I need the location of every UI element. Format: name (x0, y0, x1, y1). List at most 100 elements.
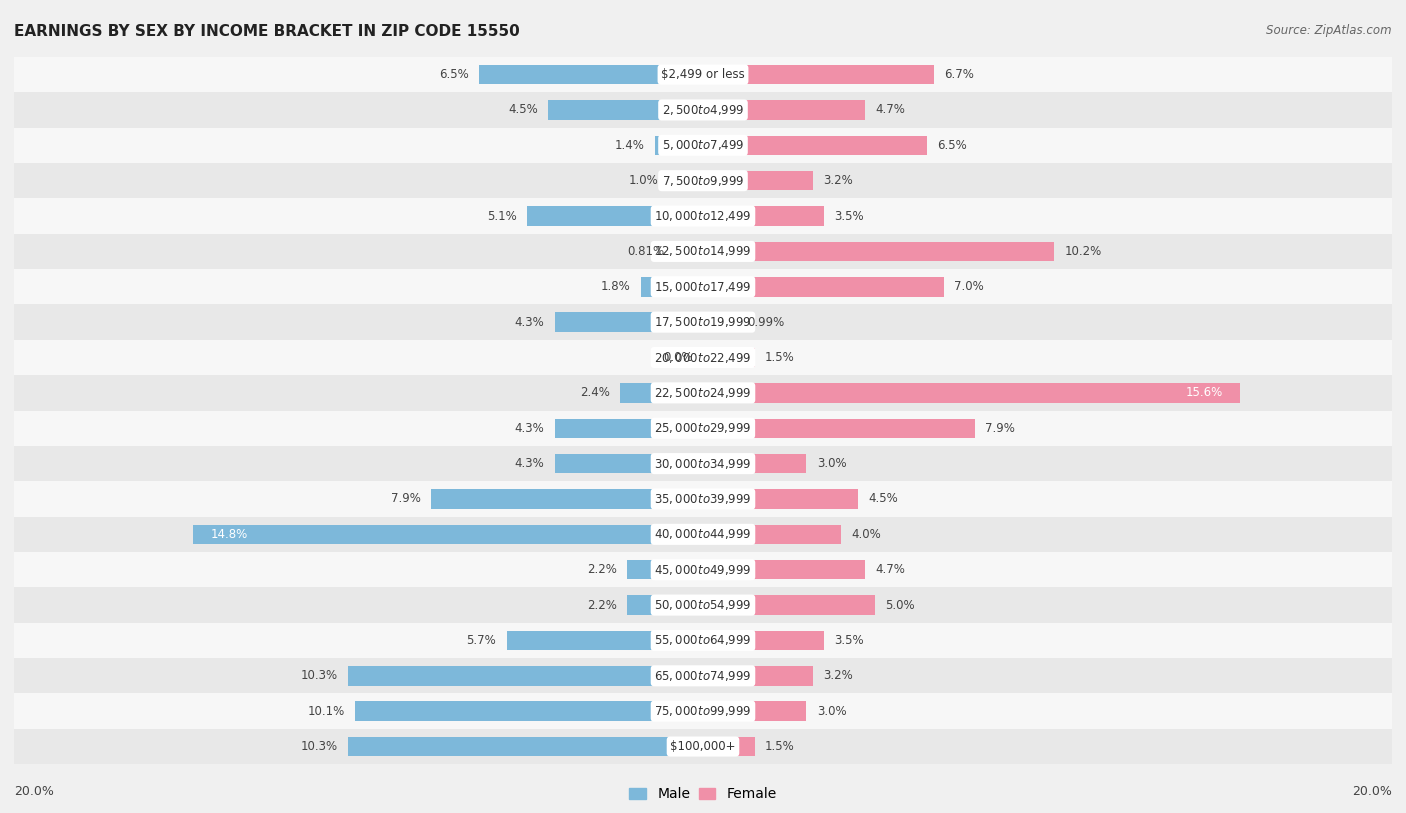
Bar (14, 481, 1392, 517)
Text: Source: ZipAtlas.com: Source: ZipAtlas.com (1267, 24, 1392, 37)
Bar (703, 666, 813, 685)
Bar (14, 375, 1392, 411)
Text: 3.2%: 3.2% (824, 669, 853, 682)
Text: 0.0%: 0.0% (664, 351, 693, 364)
Bar (479, 65, 703, 85)
Text: 4.5%: 4.5% (869, 493, 898, 506)
Text: 6.5%: 6.5% (439, 68, 468, 81)
Text: 10.3%: 10.3% (301, 740, 337, 753)
Bar (14, 659, 1392, 693)
Bar (14, 411, 1392, 446)
Text: $75,000 to $99,999: $75,000 to $99,999 (654, 704, 752, 718)
Text: 6.7%: 6.7% (945, 68, 974, 81)
Bar (620, 383, 703, 402)
Bar (627, 560, 703, 580)
Text: 2.4%: 2.4% (581, 386, 610, 399)
Text: $30,000 to $34,999: $30,000 to $34,999 (654, 457, 752, 471)
Text: 1.5%: 1.5% (765, 740, 794, 753)
Bar (669, 171, 703, 190)
Text: 10.3%: 10.3% (301, 669, 337, 682)
Bar (703, 631, 824, 650)
Bar (703, 524, 841, 544)
Text: $65,000 to $74,999: $65,000 to $74,999 (654, 669, 752, 683)
Bar (703, 489, 858, 509)
Bar (14, 729, 1392, 764)
Text: 3.0%: 3.0% (817, 705, 846, 718)
Bar (703, 65, 934, 85)
Legend: Male, Female: Male, Female (624, 781, 782, 806)
Bar (349, 666, 703, 685)
Text: $2,499 or less: $2,499 or less (661, 68, 745, 81)
Bar (14, 446, 1392, 481)
Text: $15,000 to $17,499: $15,000 to $17,499 (654, 280, 752, 293)
Bar (14, 552, 1392, 587)
Text: 10.2%: 10.2% (1064, 245, 1102, 258)
Text: 4.7%: 4.7% (875, 563, 905, 576)
Text: 4.7%: 4.7% (875, 103, 905, 116)
Text: $50,000 to $54,999: $50,000 to $54,999 (654, 598, 752, 612)
Text: 4.3%: 4.3% (515, 457, 544, 470)
Text: 5.0%: 5.0% (886, 598, 915, 611)
Text: 2.2%: 2.2% (588, 563, 617, 576)
Bar (703, 383, 1240, 402)
Text: $12,500 to $14,999: $12,500 to $14,999 (654, 245, 752, 259)
Bar (555, 312, 703, 332)
Text: 2.2%: 2.2% (588, 598, 617, 611)
Bar (356, 702, 703, 721)
Text: 14.8%: 14.8% (211, 528, 247, 541)
Text: 15.6%: 15.6% (1185, 386, 1223, 399)
Bar (703, 560, 865, 580)
Text: 3.5%: 3.5% (834, 634, 863, 647)
Text: $17,500 to $19,999: $17,500 to $19,999 (654, 315, 752, 329)
Text: $5,000 to $7,499: $5,000 to $7,499 (662, 138, 744, 152)
Text: 5.1%: 5.1% (488, 210, 517, 223)
Text: $25,000 to $29,999: $25,000 to $29,999 (654, 421, 752, 435)
Text: 7.9%: 7.9% (986, 422, 1015, 435)
Text: $22,500 to $24,999: $22,500 to $24,999 (654, 386, 752, 400)
Bar (14, 623, 1392, 658)
Text: EARNINGS BY SEX BY INCOME BRACKET IN ZIP CODE 15550: EARNINGS BY SEX BY INCOME BRACKET IN ZIP… (14, 24, 520, 39)
Text: 5.7%: 5.7% (467, 634, 496, 647)
Bar (703, 277, 945, 297)
Text: $20,000 to $22,499: $20,000 to $22,499 (654, 350, 752, 364)
Text: 4.5%: 4.5% (508, 103, 537, 116)
Bar (703, 312, 737, 332)
Bar (14, 340, 1392, 375)
Bar (14, 163, 1392, 198)
Text: 1.5%: 1.5% (765, 351, 794, 364)
Bar (14, 198, 1392, 233)
Text: 10.1%: 10.1% (308, 705, 344, 718)
Bar (703, 207, 824, 226)
Bar (14, 57, 1392, 92)
Bar (703, 136, 927, 155)
Bar (527, 207, 703, 226)
Bar (14, 233, 1392, 269)
Text: 6.5%: 6.5% (938, 139, 967, 152)
Bar (14, 128, 1392, 163)
Text: 0.81%: 0.81% (627, 245, 665, 258)
Bar (430, 489, 703, 509)
Text: 1.4%: 1.4% (614, 139, 644, 152)
Bar (703, 171, 813, 190)
Bar (14, 517, 1392, 552)
Text: 20.0%: 20.0% (14, 785, 53, 798)
Text: 20.0%: 20.0% (1353, 785, 1392, 798)
Text: 0.99%: 0.99% (748, 315, 785, 328)
Text: $35,000 to $39,999: $35,000 to $39,999 (654, 492, 752, 506)
Bar (555, 419, 703, 438)
Bar (641, 277, 703, 297)
Text: 7.9%: 7.9% (391, 493, 420, 506)
Text: $2,500 to $4,999: $2,500 to $4,999 (662, 103, 744, 117)
Bar (349, 737, 703, 756)
Bar (14, 269, 1392, 304)
Bar (193, 524, 703, 544)
Bar (548, 100, 703, 120)
Text: 1.8%: 1.8% (600, 280, 631, 293)
Bar (675, 241, 703, 261)
Bar (703, 241, 1054, 261)
Bar (703, 595, 875, 615)
Bar (703, 454, 807, 473)
Text: 4.3%: 4.3% (515, 422, 544, 435)
Bar (703, 419, 976, 438)
Bar (14, 693, 1392, 729)
